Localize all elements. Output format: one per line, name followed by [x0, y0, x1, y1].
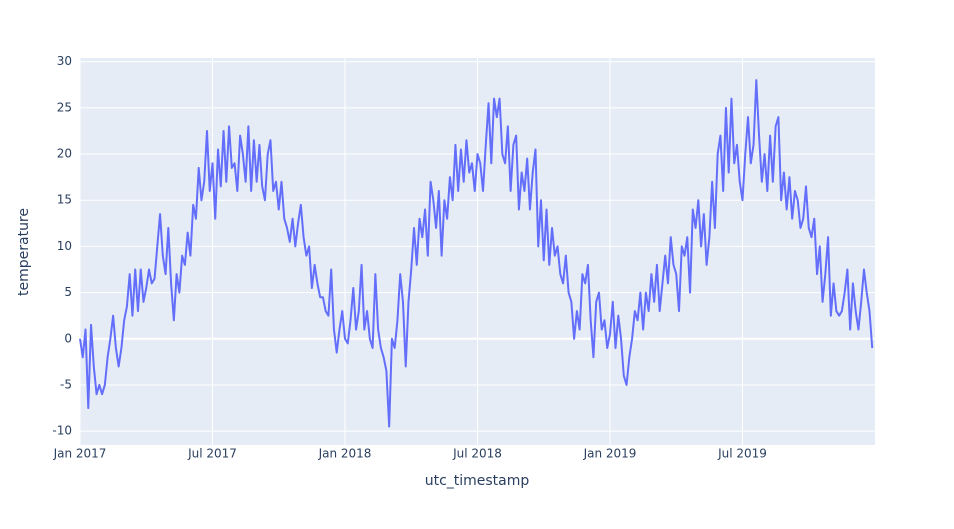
x-axis-label: utc_timestamp — [425, 473, 530, 489]
x-tick-label: Jul 2018 — [452, 447, 502, 461]
x-tick-label: Jul 2017 — [187, 447, 237, 461]
y-tick-label: -10 — [52, 424, 72, 438]
y-tick-label: 30 — [57, 54, 72, 68]
y-axis-label: temperature — [16, 208, 32, 296]
x-tick-label: Jan 2017 — [53, 447, 107, 461]
data-line — [79, 79, 874, 428]
y-tick-label: 25 — [57, 100, 72, 114]
y-tick-label: -5 — [60, 377, 72, 391]
y-tick-label: 5 — [64, 285, 72, 299]
y-tick-label: 20 — [57, 147, 72, 161]
x-tick-label: Jan 2019 — [583, 447, 637, 461]
x-tick-label: Jul 2019 — [717, 447, 767, 461]
y-tick-label: 15 — [57, 193, 72, 207]
y-tick-label: 10 — [57, 239, 72, 253]
y-tick-label: 0 — [64, 331, 72, 345]
x-tick-label: Jan 2018 — [318, 447, 372, 461]
